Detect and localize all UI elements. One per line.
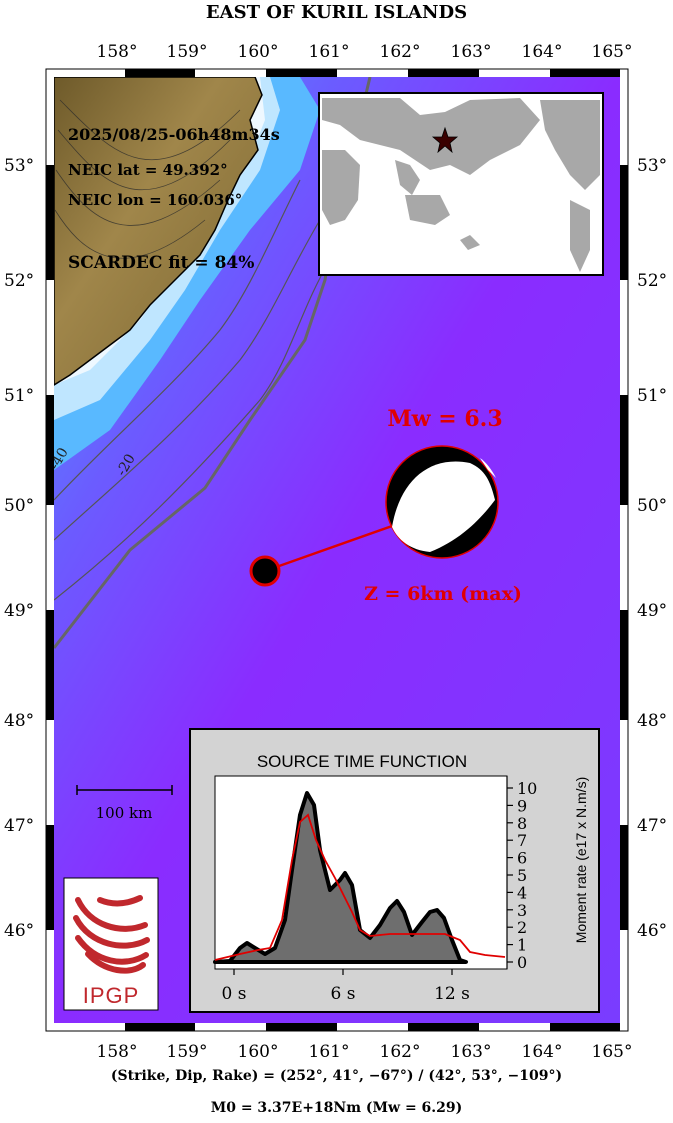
epicenter-marker	[249, 555, 281, 587]
moment-line: M0 = 3.37E+18Nm (Mw = 6.29)	[210, 1100, 463, 1116]
lon-tick-top-2: 160°	[238, 42, 279, 62]
lon-tick-bottom-5: 163°	[451, 1042, 492, 1062]
stf-y-tick-3: 3	[517, 901, 527, 920]
scale-label: 100 km	[96, 804, 153, 822]
lon-tick-top-5: 163°	[451, 42, 492, 62]
stf-y-tick-6: 6	[517, 849, 527, 868]
lat-tick-left-7: 46°	[4, 921, 34, 941]
beachball-link-line	[264, 523, 396, 573]
magnitude-label: Mw = 6.3	[387, 406, 502, 432]
lon-tick-top-6: 164°	[522, 42, 563, 62]
depth-label: Z = 6km (max)	[364, 583, 522, 605]
stf-y-label: Moment rate (e17 x N.m/s)	[573, 777, 589, 944]
scale-bar	[76, 785, 173, 795]
lat-ticks-right: 53° 52° 51° 50° 49° 48° 47° 46°	[637, 156, 667, 941]
stf-y-tick-8: 8	[517, 814, 527, 833]
lon-tick-top-3: 161°	[309, 42, 350, 62]
lon-tick-bottom-3: 161°	[309, 1042, 350, 1062]
event-lon: NEIC lon = 160.036°	[68, 191, 242, 209]
inset-world-map	[318, 92, 604, 276]
lon-tick-top-0: 158°	[97, 42, 138, 62]
lon-tick-bottom-1: 159°	[167, 1042, 208, 1062]
lon-tick-bottom-4: 162°	[380, 1042, 421, 1062]
stf-y-tick-7: 7	[517, 831, 527, 850]
stf-y-tick-2: 2	[517, 918, 527, 937]
lon-tick-bottom-6: 164°	[522, 1042, 563, 1062]
lat-tick-left-0: 53°	[4, 156, 34, 176]
lat-tick-right-3: 50°	[637, 496, 667, 516]
stf-x-tick-0: 0 s	[222, 984, 247, 1004]
mechanism-line: (Strike, Dip, Rake) = (252°, 41°, −67°) …	[110, 1068, 563, 1084]
lon-tick-bottom-2: 160°	[238, 1042, 279, 1062]
lon-tick-top-1: 159°	[167, 42, 208, 62]
stf-y-tick-10: 10	[517, 779, 537, 798]
stf-y-tick-0: 0	[517, 953, 527, 972]
lat-tick-left-5: 48°	[4, 711, 34, 731]
lon-tick-bottom-7: 165°	[592, 1042, 633, 1062]
stf-y-tick-4: 4	[517, 883, 527, 902]
lat-tick-left-1: 52°	[4, 271, 34, 291]
stf-x-axis	[233, 969, 453, 975]
lon-tick-top-7: 165°	[592, 42, 633, 62]
lon-tick-top-4: 162°	[380, 42, 421, 62]
lat-tick-right-0: 53°	[637, 156, 667, 176]
lat-tick-right-2: 51°	[637, 386, 667, 406]
stf-x-tick-6: 6 s	[331, 984, 356, 1004]
lat-tick-right-1: 52°	[637, 271, 667, 291]
lat-tick-right-6: 47°	[637, 816, 667, 836]
event-lat: NEIC lat = 49.392°	[68, 161, 228, 179]
kamchatka-land	[54, 77, 263, 386]
lat-tick-right-5: 48°	[637, 711, 667, 731]
lat-tick-left-6: 47°	[4, 816, 34, 836]
stf-y-tick-5: 5	[517, 866, 527, 885]
logo-text: IPGP	[83, 983, 140, 1008]
depth-contours	[54, 179, 331, 601]
stf-x-tick-12: 12 s	[434, 984, 470, 1004]
land-contours	[54, 99, 241, 259]
epicenter-star-icon	[431, 126, 459, 154]
ipgp-logo: IPGP	[63, 877, 159, 1011]
stf-y-tick-9: 9	[517, 796, 527, 815]
lat-tick-right-7: 46°	[637, 921, 667, 941]
lon-ticks-bottom: 158° 159° 160° 161° 162° 163° 164° 165°	[97, 1042, 633, 1062]
lon-tick-bottom-0: 158°	[97, 1042, 138, 1062]
stf-y-tick-1: 1	[517, 936, 527, 955]
event-datetime: 2025/08/25-06h48m34s	[68, 125, 280, 144]
focal-mechanism-beachball	[385, 445, 499, 559]
lat-tick-left-2: 51°	[4, 386, 34, 406]
stf-fit-line	[214, 813, 506, 961]
lat-tick-left-3: 50°	[4, 496, 34, 516]
lat-tick-left-4: 49°	[4, 601, 34, 621]
lat-ticks-left: 53° 52° 51° 50° 49° 48° 47° 46°	[4, 156, 34, 941]
lon-ticks-top: 158° 159° 160° 161° 162° 163° 164° 165°	[97, 42, 633, 62]
stf-area	[213, 791, 468, 964]
lat-tick-right-4: 49°	[637, 601, 667, 621]
stf-title: SOURCE TIME FUNCTION	[257, 752, 467, 771]
map-title: EAST OF KURIL ISLANDS	[205, 2, 468, 23]
scardec-fit: SCARDEC fit = 84%	[68, 253, 254, 273]
